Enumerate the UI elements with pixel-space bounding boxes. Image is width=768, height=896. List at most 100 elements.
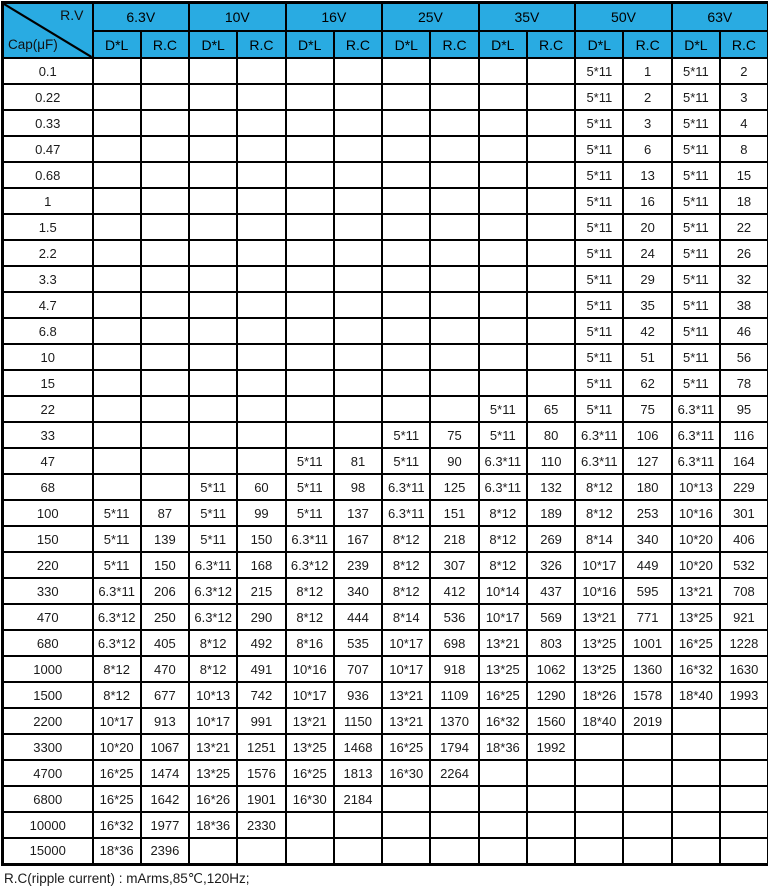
- dl-cell: [477, 57, 528, 85]
- rc-cell: 253: [622, 499, 673, 527]
- table-row: 10000 16*32 1977 18*36 2330: [1, 811, 768, 839]
- cap-cell: 33: [1, 421, 94, 449]
- dl-cell: 5*11: [670, 57, 722, 85]
- rc-cell: 449: [622, 551, 673, 579]
- dl-cell: 6.3*11: [91, 577, 142, 605]
- dl-cell: 10*20: [670, 525, 722, 553]
- dl-cell: 5*11: [574, 109, 625, 137]
- rc-cell: [525, 83, 577, 111]
- dl-cell: 5*11: [91, 551, 142, 579]
- diagonal-divider: [4, 4, 91, 57]
- dl-cell: 5*11: [670, 291, 722, 319]
- rc-cell: 168: [236, 551, 287, 579]
- rc-cell: [236, 83, 287, 111]
- rc-cell: 106: [622, 421, 673, 449]
- dl-cell: 6.3*11: [284, 525, 335, 553]
- dl-cell: 10*17: [284, 681, 335, 709]
- dl-cell: [284, 317, 335, 345]
- dl-cell: 13*21: [284, 707, 335, 735]
- dl-cell: [381, 187, 432, 215]
- rc-cell: 29: [622, 265, 673, 293]
- dl-cell: 6.3*11: [670, 421, 722, 449]
- rc-cell: 6: [622, 135, 673, 163]
- dl-cell: [91, 161, 142, 189]
- dl-cell: [188, 213, 239, 241]
- voltage-header: 35V: [477, 1, 577, 32]
- cap-cell: 1500: [1, 681, 94, 709]
- rc-cell: 42: [622, 317, 673, 345]
- dl-cell: 8*12: [284, 577, 335, 605]
- rc-cell: 269: [525, 525, 577, 553]
- dl-cell: 16*25: [91, 785, 142, 813]
- dl-cell: 13*25: [670, 603, 722, 631]
- table-row: 0.47 5*11 6 5*11 8: [1, 135, 768, 163]
- table-row: 10 5*11 51 5*11 56: [1, 343, 768, 371]
- dl-cell: 6.3*11: [477, 447, 528, 475]
- dl-cell: 5*11: [477, 421, 528, 449]
- dl-cell: [670, 811, 722, 839]
- rc-cell: [429, 343, 480, 371]
- rc-cell: 1993: [719, 681, 768, 709]
- table-row: 2.2 5*11 24 5*11 26: [1, 239, 768, 267]
- dl-cell: 6.3*11: [381, 499, 432, 527]
- dl-cell: 5*11: [670, 109, 722, 137]
- rc-cell: 290: [236, 603, 287, 631]
- dl-cell: 5*11: [188, 499, 239, 527]
- dl-cell: 6.3*12: [284, 551, 335, 579]
- dl-cell: 8*12: [91, 655, 142, 683]
- rc-cell: 707: [332, 655, 384, 683]
- dl-cell: 6.3*11: [670, 447, 722, 475]
- rc-cell: 151: [429, 499, 480, 527]
- rc-cell: [622, 837, 673, 865]
- cap-cell: 680: [1, 629, 94, 657]
- table-row: 4.7 5*11 35 5*11 38: [1, 291, 768, 319]
- rc-cell: 742: [236, 681, 287, 709]
- table-row: 220 5*11 150 6.3*11 168 6.3*12 239 8*12 307 8*12 3…: [1, 551, 768, 579]
- rc-cell: 2264: [429, 759, 480, 787]
- dl-cell: 8*12: [477, 525, 528, 553]
- rc-cell: 32: [719, 265, 768, 293]
- rc-cell: [525, 57, 577, 85]
- dl-cell: [91, 213, 142, 241]
- cap-cell: 4700: [1, 759, 94, 787]
- dl-cell: 5*11: [574, 161, 625, 189]
- rc-cell: [236, 369, 287, 397]
- rc-cell: [332, 109, 384, 137]
- dl-cell: [284, 83, 335, 111]
- rc-cell: 1642: [139, 785, 191, 813]
- dl-cell: 5*11: [477, 395, 528, 423]
- rc-cell: [236, 161, 287, 189]
- dl-cell: [477, 291, 528, 319]
- dl-cell: [477, 135, 528, 163]
- rc-cell: 1067: [139, 733, 191, 761]
- rc-cell: [525, 161, 577, 189]
- table-row: 470 6.3*12 250 6.3*12 290 8*12 444 8*14 536 10*17…: [1, 603, 768, 631]
- corner-label-cap: Cap(μF): [8, 37, 58, 52]
- rc-cell: 1251: [236, 733, 287, 761]
- rc-cell: [139, 213, 191, 241]
- dl-cell: [91, 187, 142, 215]
- dl-cell: [188, 57, 239, 85]
- table-row: 68 5*11 60 5*11 98 6.3*11 125 6.3*11 132 8*12 180 1…: [1, 473, 768, 501]
- rc-cell: 87: [139, 499, 191, 527]
- rc-cell: 326: [525, 551, 577, 579]
- rc-cell: 532: [719, 551, 768, 579]
- dl-cell: 13*25: [284, 733, 335, 761]
- rc-cell: 189: [525, 499, 577, 527]
- rc-cell: 38: [719, 291, 768, 319]
- rc-cell: [429, 161, 480, 189]
- dl-cell: [91, 473, 142, 501]
- dl-cell: 8*12: [188, 629, 239, 657]
- rc-cell: 167: [332, 525, 384, 553]
- dl-cell: [477, 213, 528, 241]
- dl-header: D*L: [91, 30, 142, 59]
- dl-cell: 10*20: [91, 733, 142, 761]
- table-row: 3300 10*20 1067 13*21 1251 13*25 1468 16*25 1794…: [1, 733, 768, 761]
- dl-cell: 5*11: [574, 213, 625, 241]
- rc-cell: 1001: [622, 629, 673, 657]
- dl-cell: 6.3*11: [477, 473, 528, 501]
- table-row: 0.33 5*11 3 5*11 4: [1, 109, 768, 137]
- dl-cell: 5*11: [574, 317, 625, 345]
- dl-cell: 6.3*11: [574, 447, 625, 475]
- dl-cell: 5*11: [670, 161, 722, 189]
